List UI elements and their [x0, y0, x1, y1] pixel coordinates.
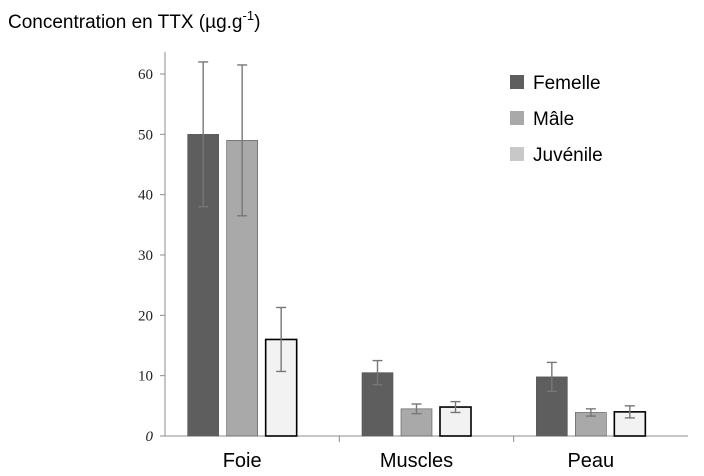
- legend-swatch: [510, 147, 524, 161]
- y-axis-title: Concentration en TTX (µg.g-1): [8, 8, 260, 33]
- y-tick-label: 30: [138, 248, 153, 264]
- legend-label: Juvénile: [533, 145, 603, 166]
- bars-layer: [187, 61, 647, 437]
- legend-swatch: [510, 75, 524, 89]
- y-axis-title-main: Concentration en TTX (µg.g: [8, 12, 243, 33]
- legend-swatch: [510, 111, 524, 125]
- y-tick-label: 10: [138, 369, 153, 385]
- y-tick-label: 0: [146, 429, 154, 445]
- y-tick-label: 50: [138, 127, 153, 143]
- axes: 0 10 20 30 40 50 60 Foie Muscles Peau: [138, 51, 688, 472]
- y-tick-label: 40: [138, 188, 153, 204]
- x-tick-label: Peau: [567, 450, 614, 472]
- legend: Femelle Mâle Juvénile: [510, 73, 603, 166]
- y-axis-title-close: ): [254, 12, 260, 33]
- legend-label: Mâle: [533, 109, 574, 130]
- x-tick-label: Muscles: [380, 450, 453, 472]
- y-axis-title-superscript: -1: [243, 8, 255, 23]
- x-tick-label: Foie: [223, 450, 262, 472]
- y-tick-label: 60: [138, 67, 153, 83]
- y-tick-label: 20: [138, 308, 153, 324]
- legend-label: Femelle: [533, 73, 601, 94]
